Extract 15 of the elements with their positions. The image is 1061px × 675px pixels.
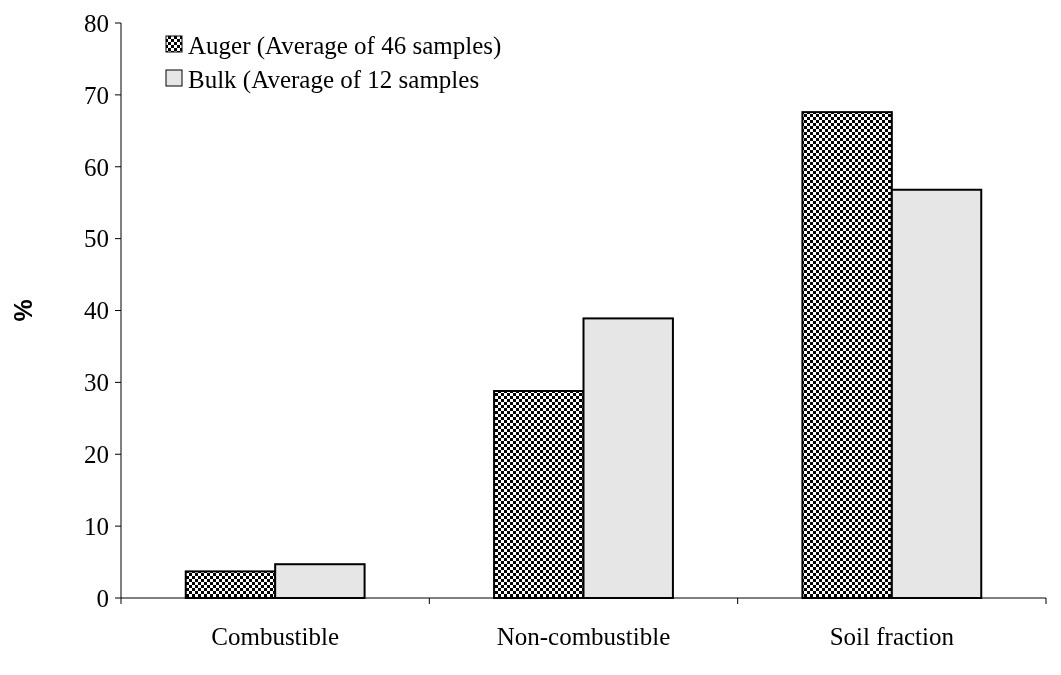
y-tick-label: 60 <box>84 153 109 181</box>
x-tick-label: Soil fraction <box>829 623 955 650</box>
y-tick-label: 40 <box>84 297 109 325</box>
y-axis-title: % <box>9 299 37 322</box>
x-tick-label: Non-combustible <box>496 623 671 650</box>
y-tick-label: 50 <box>84 225 109 253</box>
legend-label: Auger (Average of 46 samples) <box>188 31 502 60</box>
legend-label: Bulk (Average of 12 samples <box>188 65 480 94</box>
y-tick-label: 20 <box>84 441 109 468</box>
y-tick-label: 10 <box>84 512 109 540</box>
y-tick-label: 30 <box>84 369 109 397</box>
y-tick-label: 0 <box>96 584 109 612</box>
y-tick-label: 70 <box>84 81 109 109</box>
y-tick-label: 80 <box>84 9 109 37</box>
x-tick-label: Combustible <box>211 623 340 650</box>
